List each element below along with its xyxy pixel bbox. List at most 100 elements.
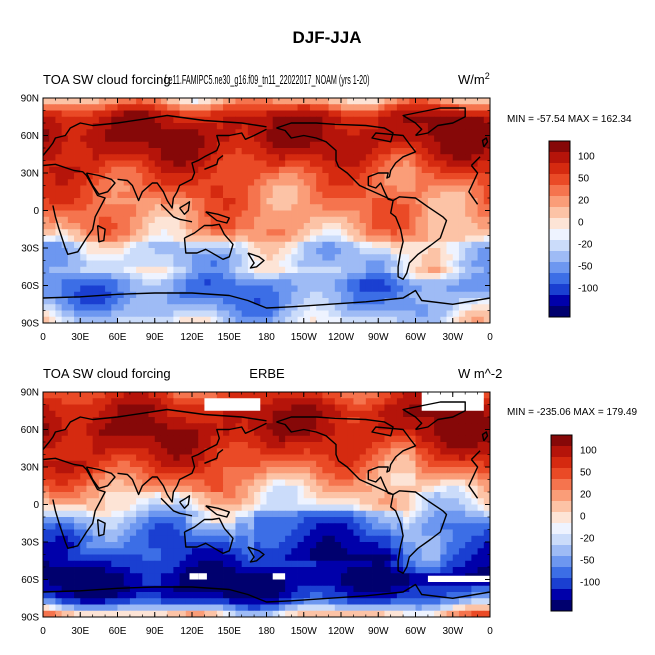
contour-cell [223,235,230,243]
contour-cell [142,467,149,474]
contour-cell [229,273,236,280]
contour-cell [160,510,168,518]
contour-cell [98,535,106,543]
contour-cell [179,104,187,111]
contour-cell [403,154,410,161]
contour-cell [235,529,243,537]
contour-cell [98,123,106,130]
contour-cell [483,266,491,274]
contour-cell [80,298,87,305]
contour-cell [446,298,454,305]
contour-cell [471,216,478,224]
contour-cell [403,223,410,230]
contour-cell [409,567,416,574]
contour-cell [278,473,286,480]
contour-cell [403,298,410,305]
contour-cell [316,235,323,243]
contour-cell [458,517,466,524]
contour-cell [378,423,385,430]
contour-cell [272,260,280,268]
contour-cell [291,110,298,118]
contour-cell [278,460,286,468]
contour-cell [303,129,311,136]
contour-cell [291,410,298,418]
contour-cell [129,248,137,255]
contour-cell [427,166,435,174]
contour-cell [43,485,50,493]
contour-cell [458,116,466,124]
contour-cell [396,442,404,449]
contour-cell [216,304,224,311]
contour-cell [403,129,410,136]
contour-cell [421,523,429,530]
contour-cell [105,254,112,261]
contour-cell [427,104,435,111]
contour-cell [86,291,94,299]
contour-cell [477,248,485,255]
contour-cell [43,554,50,562]
contour-cell [440,185,447,193]
contour-cell [446,304,454,311]
contour-cell [123,567,131,574]
contour-cell [328,554,336,562]
contour-cell [365,479,373,487]
contour-cell [80,442,87,449]
contour-cell [266,216,274,224]
contour-cell [316,141,323,149]
contour-cell [415,104,423,111]
contour-cell [390,291,398,299]
contour-cell [477,191,485,199]
contour-cell [192,454,199,462]
contour-cell [67,404,75,412]
contour-cell [179,116,187,124]
contour-cell [359,266,367,274]
contour-cell [421,273,429,280]
contour-cell [247,148,255,155]
contour-cell [67,98,75,105]
contour-cell [123,548,131,555]
contour-cell [458,304,466,311]
contour-cell [266,492,274,499]
contour-cell [148,510,156,518]
contour-cell [80,542,87,549]
contour-cell [322,198,329,205]
contour-cell [198,229,205,236]
contour-cell [291,260,298,268]
contour-cell [117,154,125,161]
contour-cell [309,110,317,118]
contour-cell [353,573,361,580]
contour-cell [378,285,385,293]
contour-cell [440,310,447,318]
contour-cell [446,248,454,255]
contour-cell [440,423,447,430]
contour-cell [278,241,286,249]
contour-cell [61,291,69,299]
contour-cell [341,498,348,505]
contour-cell [86,98,94,105]
contour-cell [92,548,100,555]
contour-cell [303,485,311,493]
contour-cell [105,454,112,462]
contour-cell [74,460,81,468]
contour-cell [198,104,205,111]
contour-cell [61,423,69,430]
contour-cell [291,148,298,155]
contour-cell [372,191,379,199]
contour-cell [210,429,218,437]
contour-cell [86,548,94,555]
contour-cell [136,129,143,136]
contour-cell [409,510,416,518]
contour-cell [74,141,81,149]
contour-cell [142,567,149,574]
contour-cell [483,417,491,424]
contour-cell [353,223,361,230]
contour-cell [223,179,230,186]
contour-cell [359,304,367,311]
contour-cell [365,510,373,518]
contour-cell [254,116,261,124]
contour-cell [55,148,63,155]
contour-cell [322,116,329,124]
contour-cell [471,210,478,218]
contour-cell [43,548,50,555]
contour-cell [67,304,75,311]
